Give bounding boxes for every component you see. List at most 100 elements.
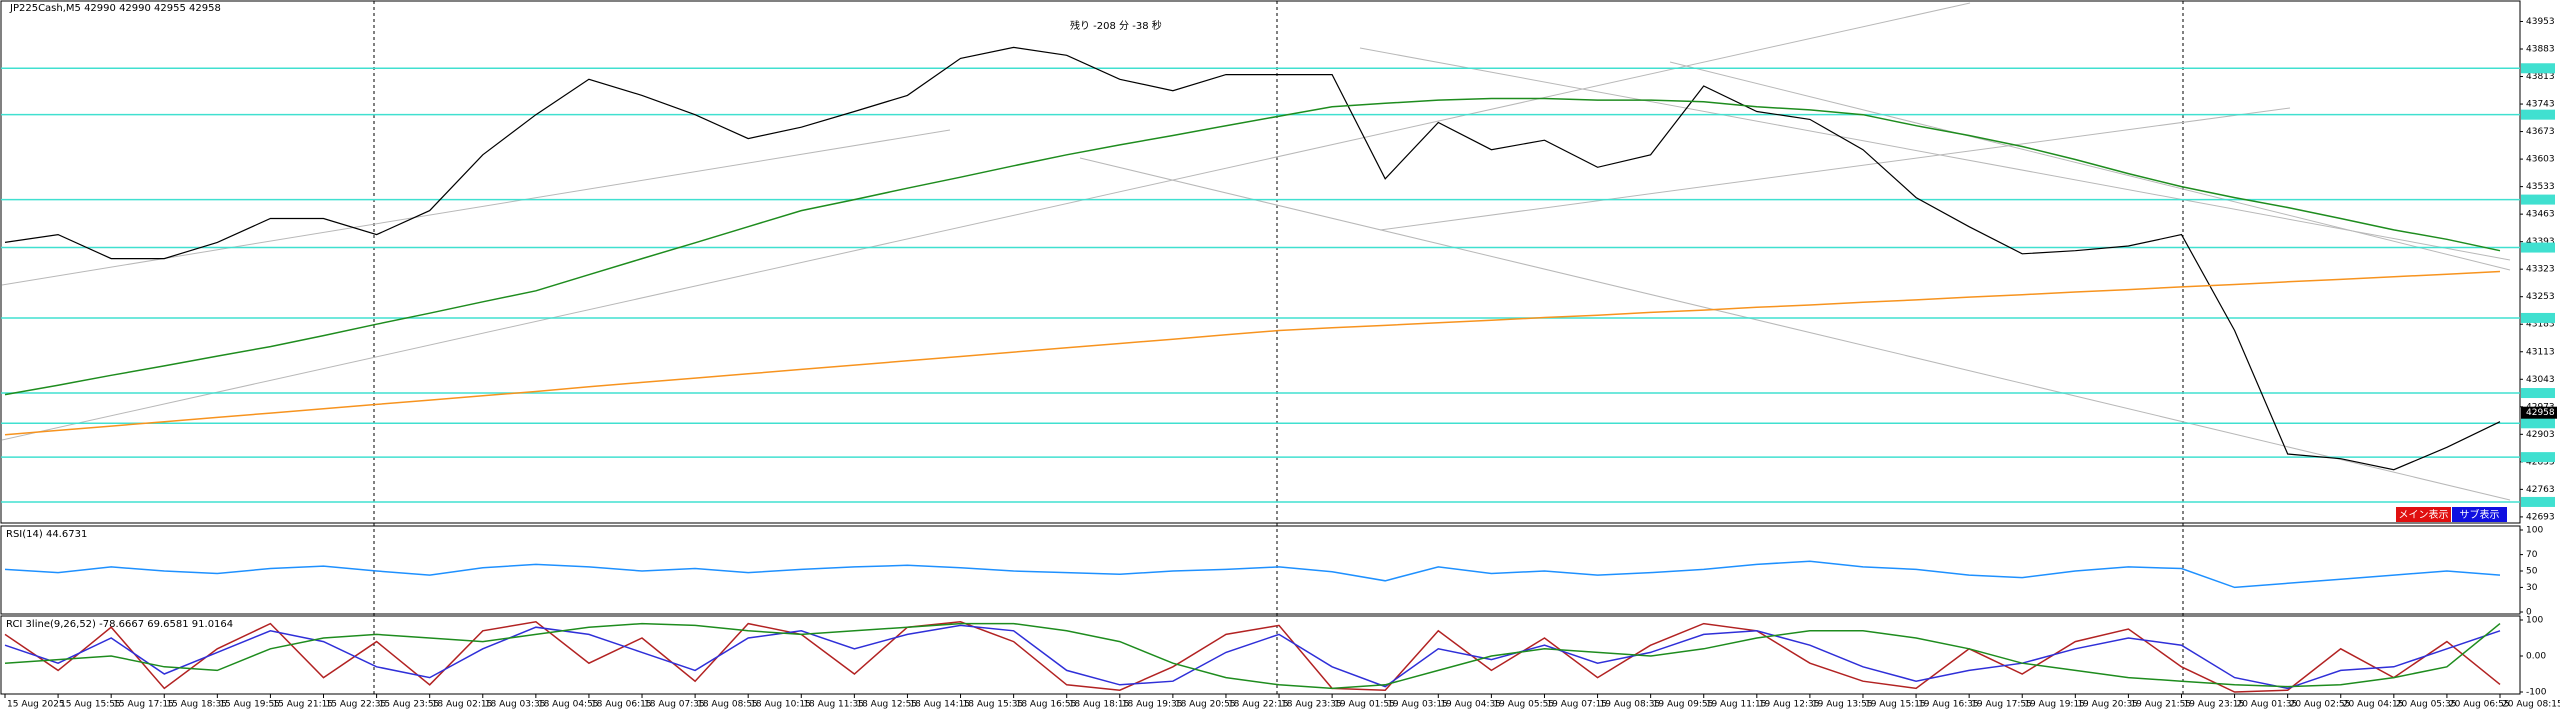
y-tick-label: 43113 — [2526, 347, 2555, 357]
x-tick-label: 19 Aug 15:15 — [1865, 700, 1926, 710]
x-tick-label: 19 Aug 12:35 — [1759, 700, 1820, 710]
rsi-title: RSI(14) 44.6731 — [6, 529, 87, 540]
x-tick-label: 20 Aug 06:55 — [2449, 700, 2510, 710]
level-tag — [2521, 63, 2555, 74]
y-tick-label: 43253 — [2526, 292, 2555, 302]
x-tick-label: 15 Aug 22:35 — [326, 700, 387, 710]
x-tick-label: 18 Aug 18:15 — [1069, 700, 1130, 710]
x-tick-label: 20 Aug 08:15 — [2502, 700, 2560, 710]
x-tick-label: 18 Aug 08:55 — [697, 700, 758, 710]
y-tick-label: 43743 — [2526, 100, 2555, 110]
countdown: 残り -208 分 -38 秒 — [1070, 19, 1162, 32]
level-tag — [2521, 452, 2555, 463]
x-tick-label: 19 Aug 07:15 — [1546, 700, 1607, 710]
toggle-button-label[interactable]: メイン表示 — [2399, 508, 2449, 521]
toggle-button[interactable] — [2452, 507, 2507, 522]
series-line — [4, 622, 2501, 690]
series-line — [4, 621, 2501, 693]
x-tick-label: 19 Aug 01:55 — [1334, 700, 1395, 710]
y-tick-label: 30 — [2526, 583, 2538, 593]
level-tag — [2521, 496, 2555, 507]
x-tick-label: 19 Aug 19:15 — [2024, 700, 2085, 710]
rsi-panel — [0, 525, 2521, 615]
series-line — [4, 97, 2501, 396]
x-tick-label: 19 Aug 11:15 — [1706, 700, 1767, 710]
y-tick-label: 43183 — [2526, 320, 2555, 330]
x-tick-label: 18 Aug 06:15 — [591, 700, 652, 710]
trend-line — [1, 129, 951, 286]
y-tick-label: -100 — [2526, 688, 2547, 698]
trend-line — [1379, 107, 2291, 231]
x-tick-label: 15 Aug 17:15 — [113, 700, 174, 710]
x-tick-label: 18 Aug 14:15 — [909, 700, 970, 710]
x-tick-label: 19 Aug 17:55 — [1971, 700, 2032, 710]
chart-title: JP225Cash,M5 42990 42990 42955 42958 — [9, 3, 221, 14]
y-tick-label: 42903 — [2526, 430, 2555, 440]
x-tick-label: 18 Aug 11:35 — [803, 700, 864, 710]
level-tag — [2521, 194, 2555, 205]
y-tick-label: 43883 — [2526, 45, 2555, 55]
y-tick-label: 43043 — [2526, 375, 2555, 385]
level-tag — [2521, 109, 2555, 120]
y-tick-label: 42763 — [2526, 485, 2555, 495]
y-tick-label: 43463 — [2526, 210, 2555, 220]
y-tick-label: 50 — [2526, 567, 2538, 577]
trend-line — [1669, 61, 2511, 271]
x-tick-label: 15 Aug 15:55 — [60, 700, 121, 710]
y-tick-label: 43323 — [2526, 265, 2555, 275]
x-tick-label: 18 Aug 15:35 — [963, 700, 1024, 710]
x-tick-label: 19 Aug 23:15 — [2183, 700, 2244, 710]
y-tick-label: 43953 — [2526, 17, 2555, 27]
x-tick-label: 19 Aug 08:35 — [1600, 700, 1661, 710]
x-tick-label: 20 Aug 04:15 — [2343, 700, 2404, 710]
y-tick-label: 70 — [2526, 550, 2538, 560]
x-tick-label: 18 Aug 16:55 — [1016, 700, 1077, 710]
y-tick-label: 100 — [2526, 526, 2543, 536]
y-tick-label: 42693 — [2526, 512, 2555, 522]
y-tick-label: 0 — [2526, 608, 2532, 618]
x-tick-label: 18 Aug 04:55 — [538, 700, 599, 710]
series-line — [4, 560, 2501, 589]
last-price-box — [2521, 406, 2557, 419]
x-tick-label: 18 Aug 03:35 — [485, 700, 546, 710]
y-tick-label: 43533 — [2526, 182, 2555, 192]
level-tag — [2521, 418, 2555, 429]
level-tag — [2521, 388, 2555, 399]
x-tick-label: 19 Aug 05:55 — [1493, 700, 1554, 710]
x-tick-label: 20 Aug 02:55 — [2290, 700, 2351, 710]
level-tag — [2521, 242, 2555, 253]
x-tick-label: 15 Aug 23:55 — [379, 700, 440, 710]
x-tick-label: 15 Aug 2025 — [7, 700, 65, 710]
series-line — [4, 624, 2501, 690]
x-tick-label: 19 Aug 20:35 — [2077, 700, 2138, 710]
trend-line — [1359, 47, 2511, 261]
y-tick-label: 100 — [2526, 616, 2543, 626]
rci-panel — [0, 615, 2521, 695]
x-tick-label: 19 Aug 21:55 — [2130, 700, 2191, 710]
x-tick-label: 15 Aug 18:35 — [166, 700, 227, 710]
x-tick-label: 18 Aug 12:55 — [856, 700, 917, 710]
y-tick-label: 42833 — [2526, 457, 2555, 467]
toggle-button[interactable] — [2396, 507, 2451, 522]
x-tick-label: 15 Aug 21:15 — [272, 700, 333, 710]
x-tick-label: 18 Aug 02:15 — [432, 700, 493, 710]
x-tick-label: 19 Aug 09:55 — [1653, 700, 1714, 710]
x-tick-label: 19 Aug 13:55 — [1812, 700, 1873, 710]
main-panel — [0, 0, 2521, 524]
y-tick-label: 43393 — [2526, 237, 2555, 247]
x-tick-label: 18 Aug 07:35 — [644, 700, 705, 710]
trend-line — [1, 2, 1971, 441]
last-price-label: 42958 — [2526, 408, 2555, 418]
x-tick-label: 18 Aug 19:35 — [1122, 700, 1183, 710]
toggle-button-label[interactable]: サブ表示 — [2460, 508, 2500, 521]
rci-title: RCI 3line(9,26,52) -78.6667 69.6581 91.0… — [6, 619, 233, 630]
x-tick-label: 18 Aug 22:15 — [1228, 700, 1289, 710]
level-tag — [2521, 312, 2555, 323]
x-tick-label: 20 Aug 05:35 — [2396, 700, 2457, 710]
x-tick-label: 19 Aug 03:15 — [1387, 700, 1448, 710]
y-tick-label: 43673 — [2526, 127, 2555, 137]
x-tick-label: 18 Aug 10:15 — [750, 700, 811, 710]
y-tick-label: 43603 — [2526, 155, 2555, 165]
x-tick-label: 18 Aug 20:55 — [1175, 700, 1236, 710]
